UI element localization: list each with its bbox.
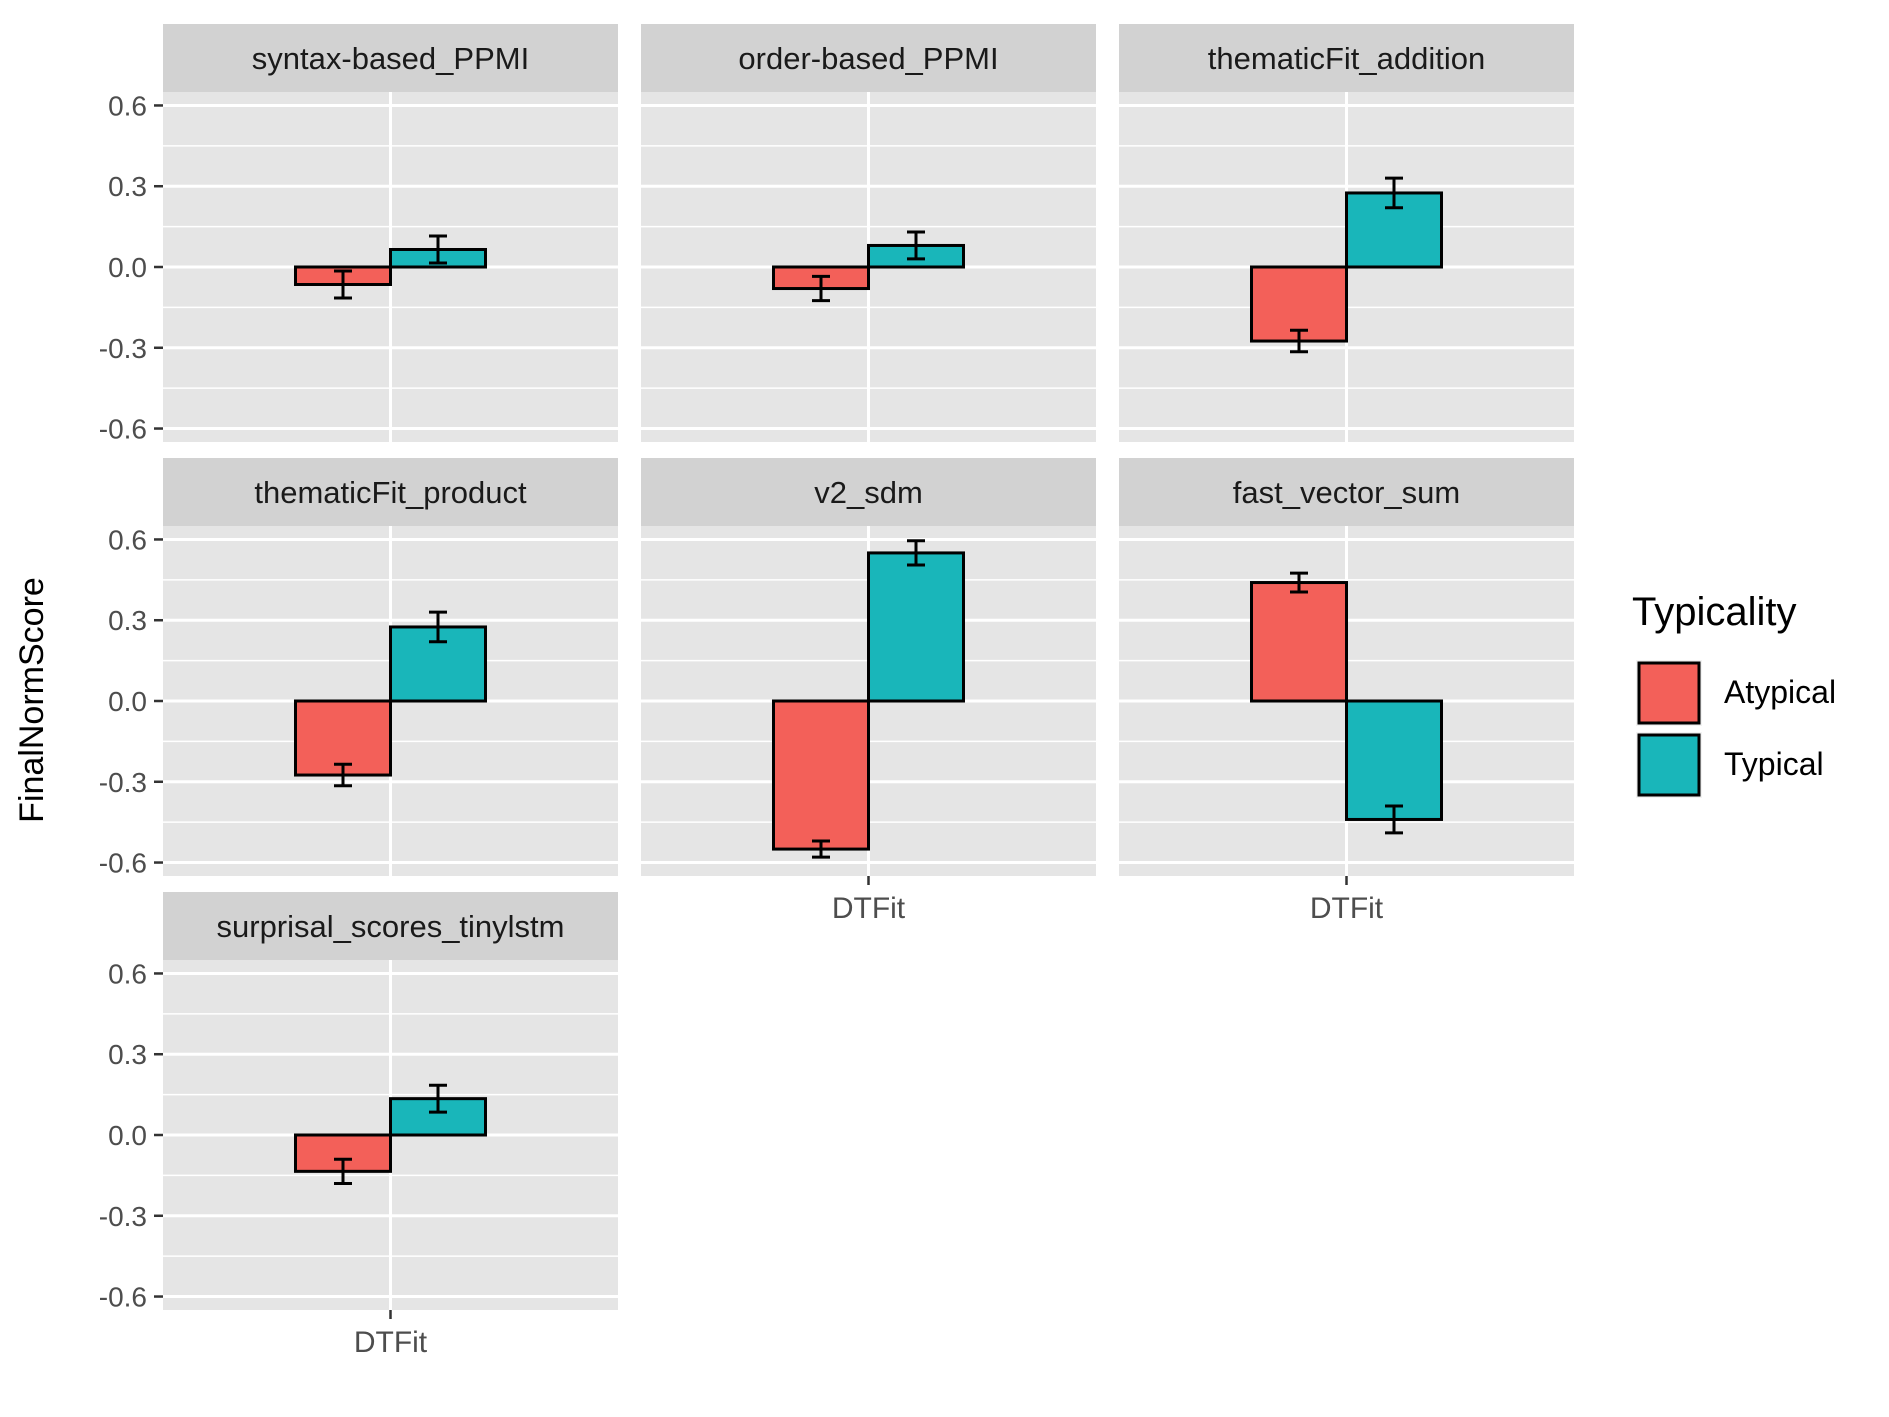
legend: Typicality Atypical Typical <box>1632 590 1836 798</box>
y-tick-label: 0.6 <box>108 524 147 555</box>
error-bar <box>907 539 925 567</box>
bar-atypical <box>772 699 870 851</box>
legend-entry: Atypical <box>1636 660 1836 726</box>
legend-swatch <box>1637 661 1701 725</box>
facet-title: syntax-based_PPMI <box>252 41 529 76</box>
error-bar <box>1290 571 1308 594</box>
facet-strip <box>1119 458 1574 526</box>
facet-strip <box>163 892 618 960</box>
x-tick-label: DTFit <box>1310 892 1384 925</box>
y-tick-label: 0.0 <box>108 252 147 283</box>
bar-atypical <box>294 699 392 777</box>
error-bar <box>334 762 352 788</box>
facet-title: thematicFit_product <box>254 475 527 510</box>
error-bar <box>334 269 352 300</box>
facet-panel: thematicFit_product 0.6 0.3 0.0 -0.3 -0.6 <box>99 458 618 879</box>
error-bar <box>429 610 447 644</box>
error-bar <box>1385 176 1403 210</box>
legend-label: Atypical <box>1724 674 1836 710</box>
error-bar <box>812 839 830 859</box>
error-bar <box>429 1083 447 1114</box>
facet-panel: surprisal_scores_tinylstm 0.6 0.3 0.0 -0.3 -0… <box>99 892 618 1359</box>
facet-panel: order-based_PPMI <box>641 24 1096 442</box>
facet-panel: v2_sdm DTFit <box>641 458 1096 925</box>
y-tick-label: -0.6 <box>99 848 147 879</box>
error-bar <box>812 274 830 303</box>
error-bar <box>334 1157 352 1185</box>
facet-panel: syntax-based_PPMI 0.6 0.3 0.0 -0.3 -0.6 <box>99 24 618 445</box>
y-tick-label: -0.3 <box>99 767 147 798</box>
bar-atypical <box>1250 265 1348 343</box>
legend-title: Typicality <box>1632 590 1797 634</box>
facet-strip <box>1119 24 1574 92</box>
bar-typical <box>867 551 965 703</box>
y-tick-label: -0.3 <box>99 1201 147 1232</box>
y-tick-label: 0.6 <box>108 958 147 989</box>
facet-strip <box>641 458 1096 526</box>
facet-strip <box>641 24 1096 92</box>
x-tick-label: DTFit <box>354 1326 428 1359</box>
facet-strip <box>163 24 618 92</box>
y-tick-label: -0.6 <box>99 414 147 445</box>
error-bar <box>429 234 447 265</box>
facet-title: v2_sdm <box>814 475 923 510</box>
legend-entry: Typical <box>1636 732 1824 798</box>
facet-panel: thematicFit_addition <box>1119 24 1574 442</box>
error-bar <box>907 230 925 261</box>
y-tick-label: 0.0 <box>108 1120 147 1151</box>
facet-title: surprisal_scores_tinylstm <box>217 909 565 944</box>
legend-label: Typical <box>1724 746 1824 782</box>
facet-strip <box>163 458 618 526</box>
y-tick-label: 0.3 <box>108 171 147 202</box>
bar-typical <box>1345 699 1443 821</box>
y-axis-label: FinalNormScore <box>13 577 51 823</box>
y-tick-label: 0.3 <box>108 605 147 636</box>
error-bar <box>1290 328 1308 354</box>
facet-title: order-based_PPMI <box>738 41 998 76</box>
facet-panel: fast_vector_sum DTFit <box>1119 458 1574 925</box>
y-tick-label: 0.3 <box>108 1039 147 1070</box>
y-tick-label: -0.6 <box>99 1282 147 1313</box>
facet-panels: syntax-based_PPMI 0.6 0.3 0.0 -0.3 -0.6 order-… <box>99 24 1574 1359</box>
bar-atypical <box>1250 581 1348 703</box>
legend-swatch <box>1637 733 1701 797</box>
facet-title: fast_vector_sum <box>1233 475 1460 510</box>
y-tick-label: -0.3 <box>99 333 147 364</box>
facet-title: thematicFit_addition <box>1208 41 1485 76</box>
y-tick-label: 0.6 <box>108 90 147 121</box>
x-tick-label: DTFit <box>832 892 906 925</box>
y-tick-label: 0.0 <box>108 686 147 717</box>
error-bar <box>1385 804 1403 835</box>
